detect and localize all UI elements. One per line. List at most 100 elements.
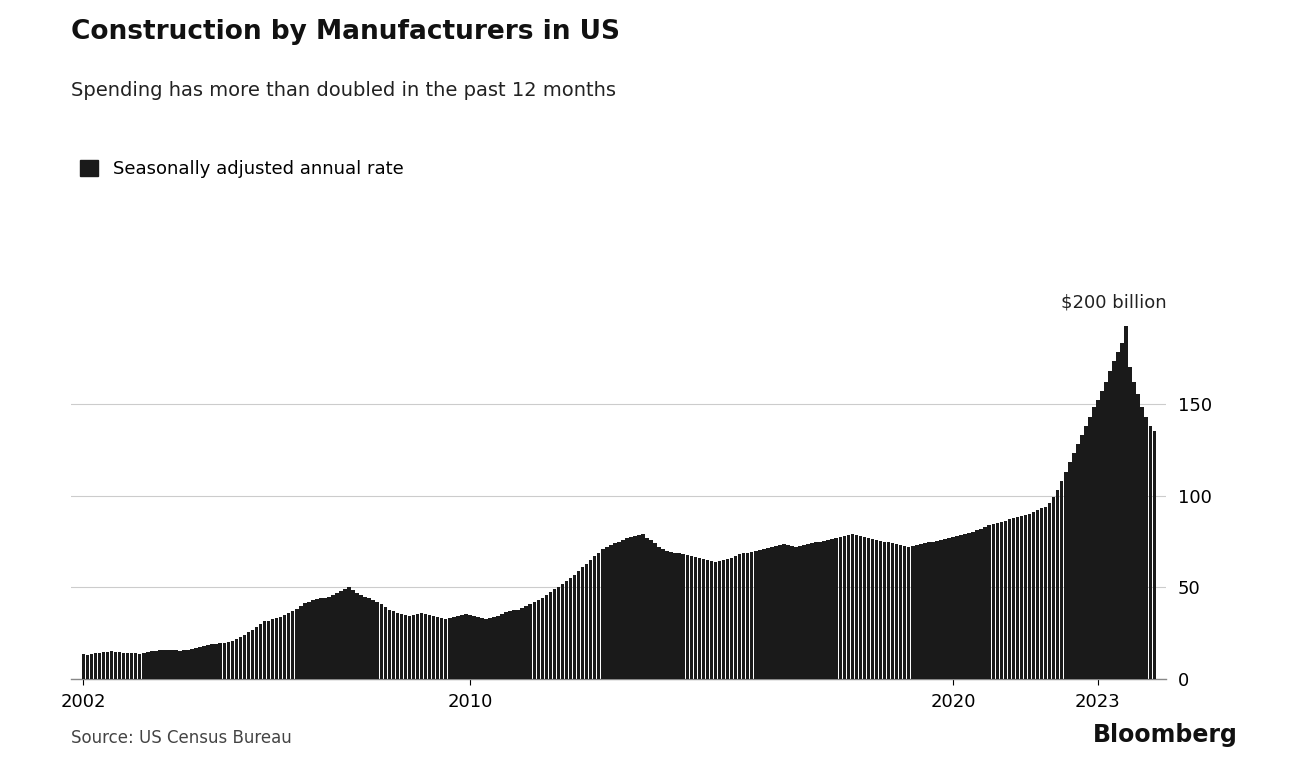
Bar	[557, 587, 560, 679]
Bar	[754, 550, 757, 679]
Bar	[818, 541, 822, 679]
Bar	[609, 545, 613, 679]
Bar	[674, 553, 677, 679]
Bar	[445, 618, 447, 679]
Bar	[1056, 490, 1059, 679]
Bar	[806, 544, 810, 679]
Text: Spending has more than doubled in the past 12 months: Spending has more than doubled in the pa…	[71, 81, 617, 100]
Bar	[533, 602, 537, 679]
Bar	[476, 617, 480, 679]
Bar	[388, 610, 391, 679]
Bar	[460, 615, 464, 679]
Bar	[202, 646, 206, 679]
Bar	[206, 645, 210, 679]
Bar	[504, 612, 508, 679]
Bar	[290, 611, 294, 679]
Bar	[198, 647, 202, 679]
Bar	[238, 637, 242, 679]
Bar	[372, 601, 375, 679]
Bar	[343, 589, 347, 679]
Bar	[439, 618, 443, 679]
Bar	[823, 540, 826, 679]
Bar	[179, 651, 181, 679]
Bar	[890, 543, 894, 679]
Bar	[210, 645, 214, 679]
Bar	[1068, 462, 1072, 679]
Bar	[642, 534, 645, 679]
Bar	[1129, 367, 1131, 679]
Bar	[295, 608, 298, 679]
Bar	[730, 558, 734, 679]
Bar	[846, 535, 850, 679]
Bar	[625, 538, 629, 679]
Bar	[879, 540, 883, 679]
Bar	[271, 618, 275, 679]
Bar	[420, 613, 424, 679]
Bar	[1108, 371, 1112, 679]
Bar	[859, 536, 862, 679]
Bar	[850, 534, 854, 679]
Bar	[376, 602, 378, 679]
Bar	[1064, 472, 1068, 679]
Bar	[194, 648, 198, 679]
Bar	[638, 535, 640, 679]
Bar	[183, 650, 185, 679]
Bar	[1133, 381, 1137, 679]
Bar	[101, 652, 105, 679]
Bar	[573, 574, 577, 679]
Text: Bloomberg: Bloomberg	[1093, 723, 1238, 747]
Bar	[303, 603, 307, 679]
Bar	[323, 598, 327, 679]
Bar	[492, 617, 496, 679]
Bar	[1140, 408, 1144, 679]
Bar	[250, 630, 254, 679]
Bar	[584, 564, 588, 679]
Bar	[1036, 510, 1039, 679]
Bar	[999, 522, 1003, 679]
Bar	[734, 556, 737, 679]
Bar	[150, 652, 153, 679]
Bar	[750, 552, 753, 679]
Bar	[448, 618, 451, 679]
Bar	[810, 543, 814, 679]
Bar	[693, 557, 697, 679]
Bar	[552, 589, 556, 679]
Bar	[1112, 361, 1116, 679]
Bar	[923, 543, 927, 679]
Bar	[191, 649, 194, 679]
Bar	[678, 554, 680, 679]
Bar	[835, 538, 839, 679]
Bar	[472, 616, 476, 679]
Bar	[653, 543, 657, 679]
Bar	[686, 555, 689, 679]
Bar	[368, 598, 371, 679]
Bar	[489, 618, 491, 679]
Bar	[384, 607, 388, 679]
Bar	[1043, 506, 1047, 679]
Bar	[1100, 391, 1104, 679]
Bar	[722, 560, 726, 679]
Bar	[947, 538, 951, 679]
Bar	[242, 635, 246, 679]
Bar	[1148, 425, 1152, 679]
Bar	[936, 540, 938, 679]
Bar	[561, 584, 564, 679]
Bar	[883, 541, 886, 679]
Bar	[762, 549, 766, 679]
Bar	[93, 653, 97, 679]
Bar	[416, 614, 420, 679]
Bar	[798, 546, 802, 679]
Bar	[435, 617, 439, 679]
Bar	[529, 604, 533, 679]
Bar	[629, 537, 632, 679]
Bar	[126, 653, 130, 679]
Bar	[1125, 327, 1128, 679]
Bar	[114, 652, 118, 679]
Bar	[548, 592, 552, 679]
Bar	[1116, 352, 1120, 679]
Bar	[657, 547, 661, 679]
Bar	[770, 547, 774, 679]
Bar	[617, 541, 621, 679]
Bar	[327, 597, 330, 679]
Bar	[649, 540, 653, 679]
